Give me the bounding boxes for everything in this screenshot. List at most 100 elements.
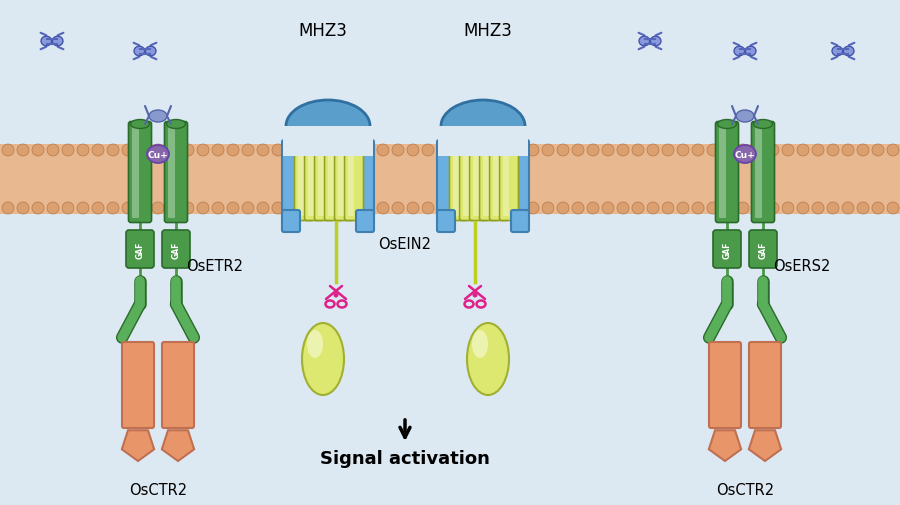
Circle shape — [752, 203, 764, 215]
Circle shape — [497, 145, 509, 157]
Circle shape — [107, 145, 119, 157]
Ellipse shape — [147, 146, 169, 164]
FancyBboxPatch shape — [719, 127, 726, 219]
Ellipse shape — [302, 323, 344, 395]
Circle shape — [227, 203, 239, 215]
Text: OsCTR2: OsCTR2 — [716, 482, 774, 497]
Circle shape — [437, 145, 449, 157]
Bar — [438, 127, 528, 157]
FancyBboxPatch shape — [126, 231, 154, 269]
Text: GAF: GAF — [759, 241, 768, 258]
Circle shape — [422, 145, 434, 157]
Ellipse shape — [130, 120, 149, 129]
Ellipse shape — [286, 101, 370, 153]
FancyBboxPatch shape — [752, 122, 775, 223]
Circle shape — [467, 203, 479, 215]
Circle shape — [452, 203, 464, 215]
Circle shape — [167, 203, 179, 215]
Ellipse shape — [149, 111, 167, 123]
Ellipse shape — [134, 47, 145, 57]
Ellipse shape — [745, 47, 756, 57]
FancyBboxPatch shape — [168, 127, 175, 219]
Circle shape — [872, 203, 884, 215]
Circle shape — [782, 145, 794, 157]
Circle shape — [677, 145, 689, 157]
Ellipse shape — [307, 330, 323, 358]
Circle shape — [857, 145, 869, 157]
FancyBboxPatch shape — [348, 143, 354, 217]
Text: GAF: GAF — [136, 241, 145, 258]
Text: MHZ3: MHZ3 — [464, 22, 512, 40]
FancyBboxPatch shape — [473, 143, 479, 217]
FancyBboxPatch shape — [356, 141, 374, 219]
Circle shape — [812, 203, 824, 215]
Circle shape — [482, 203, 494, 215]
Circle shape — [302, 145, 314, 157]
Circle shape — [452, 145, 464, 157]
Circle shape — [377, 145, 389, 157]
Circle shape — [827, 145, 839, 157]
Circle shape — [317, 203, 329, 215]
Circle shape — [227, 145, 239, 157]
Ellipse shape — [337, 136, 352, 145]
Circle shape — [677, 203, 689, 215]
Circle shape — [737, 145, 749, 157]
Circle shape — [587, 203, 599, 215]
Circle shape — [302, 203, 314, 215]
Circle shape — [482, 145, 494, 157]
Circle shape — [527, 203, 539, 215]
Circle shape — [842, 203, 854, 215]
Ellipse shape — [41, 37, 51, 46]
Ellipse shape — [296, 136, 311, 145]
Text: OsCTR2: OsCTR2 — [129, 482, 187, 497]
Circle shape — [797, 203, 809, 215]
Ellipse shape — [472, 330, 488, 358]
FancyBboxPatch shape — [716, 122, 739, 223]
Circle shape — [334, 293, 338, 298]
FancyBboxPatch shape — [749, 231, 777, 269]
Circle shape — [152, 145, 164, 157]
FancyBboxPatch shape — [493, 143, 499, 217]
Circle shape — [362, 145, 374, 157]
FancyBboxPatch shape — [449, 138, 469, 221]
Circle shape — [617, 145, 629, 157]
Ellipse shape — [736, 111, 754, 123]
Circle shape — [137, 203, 149, 215]
Text: Cu+: Cu+ — [734, 150, 755, 159]
FancyBboxPatch shape — [122, 342, 154, 428]
Circle shape — [257, 145, 269, 157]
Circle shape — [407, 203, 419, 215]
FancyBboxPatch shape — [713, 231, 741, 269]
Ellipse shape — [491, 136, 507, 145]
Circle shape — [512, 203, 524, 215]
Circle shape — [122, 203, 134, 215]
Circle shape — [542, 203, 554, 215]
Circle shape — [2, 145, 14, 157]
FancyBboxPatch shape — [298, 143, 304, 217]
Ellipse shape — [146, 47, 156, 57]
Ellipse shape — [346, 136, 362, 145]
Circle shape — [92, 203, 104, 215]
Circle shape — [287, 145, 299, 157]
FancyBboxPatch shape — [480, 138, 499, 221]
FancyBboxPatch shape — [437, 211, 455, 232]
FancyBboxPatch shape — [282, 141, 300, 219]
Circle shape — [752, 145, 764, 157]
Circle shape — [602, 203, 614, 215]
Text: GAF: GAF — [172, 241, 181, 258]
Text: OsETR2: OsETR2 — [186, 259, 243, 274]
Circle shape — [47, 203, 59, 215]
Circle shape — [407, 145, 419, 157]
Circle shape — [572, 203, 584, 215]
Circle shape — [587, 145, 599, 157]
Circle shape — [392, 145, 404, 157]
Circle shape — [272, 145, 284, 157]
Circle shape — [62, 203, 74, 215]
Circle shape — [167, 145, 179, 157]
Circle shape — [332, 145, 344, 157]
Circle shape — [737, 203, 749, 215]
Circle shape — [122, 145, 134, 157]
Ellipse shape — [327, 136, 341, 145]
Circle shape — [2, 203, 14, 215]
FancyBboxPatch shape — [318, 143, 324, 217]
